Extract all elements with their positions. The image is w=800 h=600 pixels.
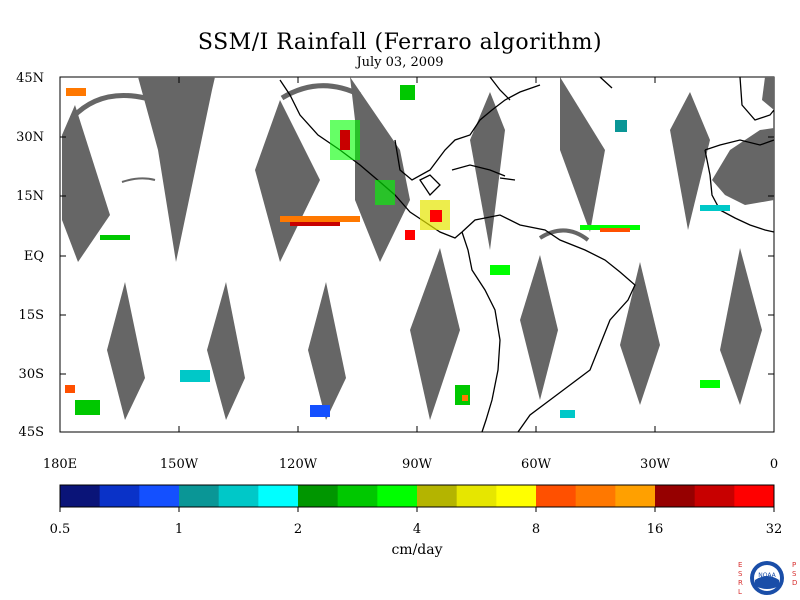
swath-gap bbox=[410, 248, 460, 420]
lon-label-180e: 180E bbox=[42, 457, 78, 472]
colorbar-label-4: 4 bbox=[412, 522, 422, 537]
swath-gap bbox=[107, 282, 145, 420]
colorbar-label-1: 1 bbox=[174, 522, 184, 537]
lat-label-eq: EQ bbox=[23, 249, 44, 264]
colorbar-label-2: 2 bbox=[293, 522, 303, 537]
colorbar-swatch bbox=[496, 485, 537, 507]
colorbar-swatch bbox=[99, 485, 140, 507]
lat-label-45s: 45S bbox=[18, 425, 44, 440]
lon-label-150w: 150W bbox=[159, 457, 199, 472]
swath-gap bbox=[207, 282, 245, 420]
lon-label-120w: 120W bbox=[278, 457, 318, 472]
colorbar-swatch bbox=[615, 485, 656, 507]
lat-ticks bbox=[60, 76, 774, 433]
rainfall-pixels bbox=[65, 85, 730, 418]
colorbar-swatch bbox=[60, 485, 101, 507]
swath-gap bbox=[470, 92, 505, 250]
swath-gap bbox=[712, 128, 774, 205]
lon-ticks bbox=[59, 77, 775, 432]
colorbar-swatch bbox=[417, 485, 458, 507]
swath-gaps bbox=[62, 77, 774, 420]
lat-label-30s: 30S bbox=[18, 367, 44, 382]
colorbar-swatch bbox=[536, 485, 577, 507]
colorbar-swatch bbox=[655, 485, 696, 507]
svg-text:S: S bbox=[792, 570, 797, 578]
swath-gap bbox=[350, 77, 410, 262]
svg-text:P: P bbox=[792, 561, 796, 569]
map-date: July 03, 2009 bbox=[356, 55, 444, 70]
colorbar-swatch bbox=[575, 485, 616, 507]
svg-text:E: E bbox=[738, 561, 742, 569]
swath-gap bbox=[308, 282, 346, 420]
colorbar-swatch bbox=[456, 485, 497, 507]
map-title: SSM/I Rainfall (Ferraro algorithm) bbox=[197, 30, 603, 55]
swath-gap bbox=[720, 248, 762, 405]
swath-gap bbox=[138, 77, 215, 262]
colorbar-swatch bbox=[377, 485, 418, 507]
lon-label-90w: 90W bbox=[402, 457, 432, 472]
svg-text:S: S bbox=[738, 570, 743, 578]
svg-text:R: R bbox=[738, 579, 743, 587]
colorbar-swatch bbox=[218, 485, 259, 507]
colorbar-label-16: 16 bbox=[646, 522, 664, 537]
lon-label-0: 0 bbox=[769, 457, 779, 472]
svg-text:D: D bbox=[792, 579, 797, 587]
lat-label-15n: 15N bbox=[16, 189, 44, 204]
colorbar-swatch bbox=[179, 485, 220, 507]
lat-label-45n: 45N bbox=[16, 71, 44, 86]
colorbar-label-32: 32 bbox=[765, 522, 783, 537]
svg-text:L: L bbox=[738, 588, 742, 596]
swath-gap bbox=[520, 255, 558, 400]
colorbar-swatch bbox=[258, 485, 299, 507]
svg-text:NOAA: NOAA bbox=[758, 572, 776, 579]
swath-gap bbox=[620, 262, 660, 405]
lon-label-60w: 60W bbox=[521, 457, 551, 472]
swath-gap bbox=[762, 77, 774, 110]
colorbar-label-8: 8 bbox=[531, 522, 541, 537]
lon-label-30w: 30W bbox=[640, 457, 670, 472]
colorbar-swatch bbox=[139, 485, 180, 507]
colorbar-units: cm/day bbox=[391, 542, 443, 558]
swath-gap bbox=[560, 77, 605, 232]
swath-gap bbox=[62, 105, 110, 262]
colorbar-swatch bbox=[337, 485, 378, 507]
colorbar bbox=[59, 484, 775, 512]
lat-label-30n: 30N bbox=[16, 130, 44, 145]
swath-gap bbox=[670, 92, 710, 230]
colorbar-swatch bbox=[298, 485, 339, 507]
colorbar-label-0.5: 0.5 bbox=[49, 522, 71, 537]
swath-gap bbox=[255, 100, 320, 262]
colorbar-swatch bbox=[734, 485, 775, 507]
lat-label-15s: 15S bbox=[18, 308, 44, 323]
colorbar-swatch bbox=[694, 485, 735, 507]
